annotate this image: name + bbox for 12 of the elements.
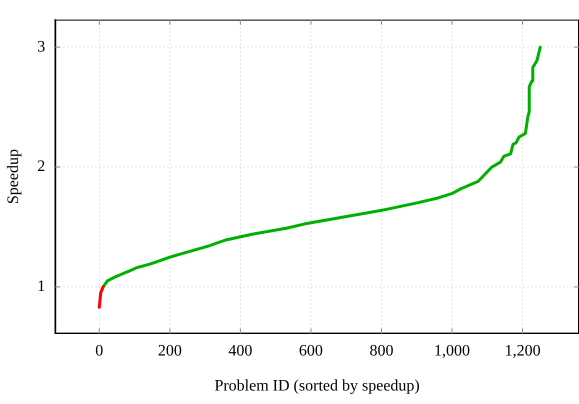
y-tick-label: 1 (37, 278, 46, 296)
y-tick-label: 3 (37, 38, 46, 56)
x-tick-label: 1,000 (434, 342, 470, 360)
x-tick-label: 600 (298, 342, 323, 360)
x-tick-label: 800 (369, 342, 394, 360)
x-tick-label: 0 (95, 342, 104, 360)
x-tick-label: 200 (158, 342, 182, 360)
y-axis-title: Speedup (4, 149, 22, 204)
y-tick-label: 2 (37, 158, 46, 176)
x-axis-title: Problem ID (sorted by speedup) (214, 378, 420, 395)
x-tick-label: 1,200 (504, 342, 541, 360)
x-tick-label: 400 (228, 342, 252, 360)
